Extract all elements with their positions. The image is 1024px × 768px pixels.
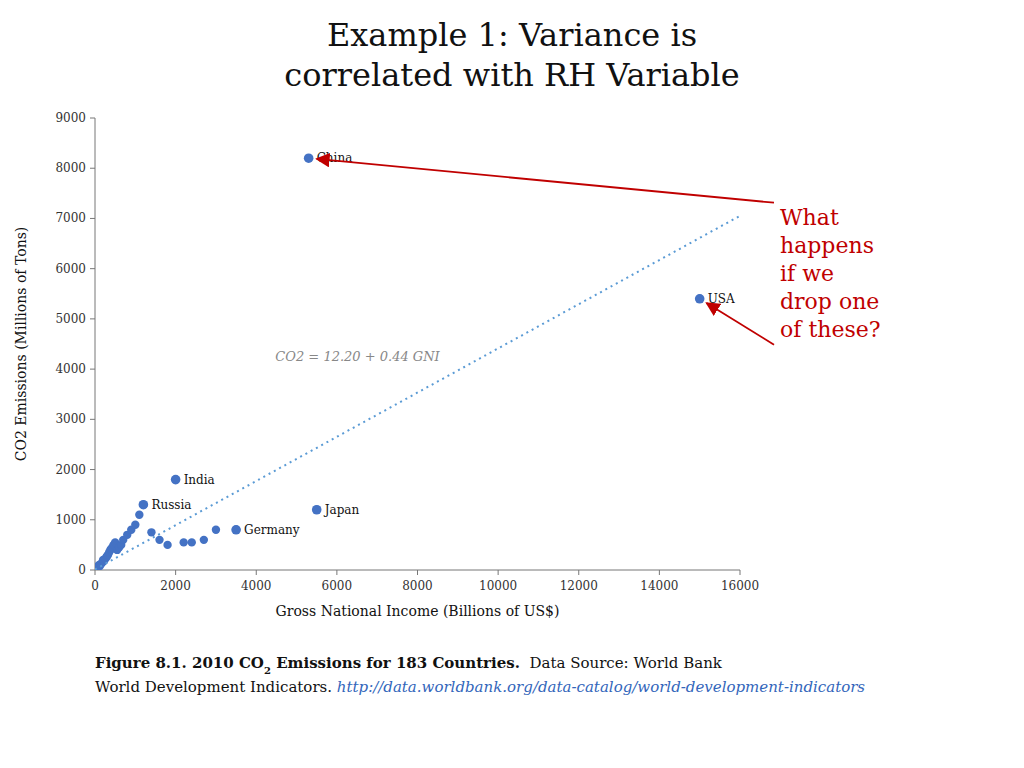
point — [188, 538, 196, 546]
caption-figure: Figure 8.1. 2010 CO — [95, 654, 264, 672]
y-tick-label: 5000 — [55, 312, 86, 326]
caption-line: World Development Indicators. http://dat… — [95, 678, 865, 696]
x-tick-label: 10000 — [479, 579, 517, 593]
labeled-point — [231, 525, 241, 535]
x-tick — [175, 570, 176, 575]
x-axis-title: Gross National Income (Billions of US$) — [276, 603, 560, 619]
y-tick — [90, 218, 95, 219]
y-tick — [90, 318, 95, 319]
caption-source-rest: World Development Indicators. — [95, 678, 337, 696]
x-tick — [417, 570, 418, 575]
plot-area — [95, 153, 740, 570]
side-note-line: happens — [780, 233, 874, 258]
y-tick-label: 8000 — [55, 161, 86, 175]
labeled-point — [139, 500, 149, 510]
y-tick — [90, 519, 95, 520]
point-label: Russia — [151, 498, 191, 512]
chart: Example 1: Variance iscorrelated with RH… — [0, 0, 1024, 768]
x-tick-label: 4000 — [241, 579, 272, 593]
side-note-line: drop one — [780, 289, 879, 314]
x-tick — [578, 570, 579, 575]
y-tick-label: 3000 — [55, 412, 86, 426]
point — [147, 528, 155, 536]
x-tick-label: 2000 — [160, 579, 191, 593]
y-axis-title: CO2 Emissions (Millions of Tons) — [13, 227, 29, 462]
y-tick-label: 9000 — [55, 111, 86, 125]
annotation-arrow — [706, 303, 774, 345]
point — [212, 526, 220, 534]
point — [139, 501, 147, 509]
x-tick-label: 0 — [91, 579, 99, 593]
side-note-line: What — [780, 205, 839, 230]
labels: China USA India Russia Japan Germany CO2 = 12.… — [151, 151, 735, 537]
side-note-line: if we — [780, 261, 834, 286]
caption-line: Figure 8.1. 2010 CO2 Emissions for 183 C… — [95, 654, 723, 676]
point-label: Japan — [323, 503, 360, 517]
labeled-point — [304, 153, 314, 163]
side-note-line: of these? — [780, 317, 881, 342]
x-tick — [498, 570, 499, 575]
y-tick — [90, 168, 95, 169]
x-tick-label: 14000 — [640, 579, 678, 593]
y-tick — [90, 268, 95, 269]
point-label: China — [317, 151, 353, 165]
point — [695, 295, 703, 303]
point — [135, 511, 143, 519]
side-note: What happens if we drop one of these? — [780, 205, 881, 342]
x-tick — [659, 570, 660, 575]
point — [179, 538, 187, 546]
x-tick — [740, 570, 741, 575]
point — [155, 536, 163, 544]
labeled-point — [171, 475, 181, 485]
x-tick-label: 12000 — [560, 579, 598, 593]
regression-line — [95, 216, 740, 570]
point — [163, 541, 171, 549]
point — [171, 475, 179, 483]
y-tick-label: 0 — [78, 563, 86, 577]
point-label: Germany — [244, 523, 300, 537]
point — [313, 506, 321, 514]
point — [232, 526, 240, 534]
point — [200, 536, 208, 544]
title-line: Example 1: Variance is — [327, 16, 697, 54]
y-tick-label: 6000 — [55, 262, 86, 276]
title-line: correlated with RH Variable — [284, 56, 739, 94]
y-tick-label: 2000 — [55, 463, 86, 477]
y-tick — [90, 419, 95, 420]
caption-source: Data Source: World Bank — [520, 654, 723, 672]
x-tick-label: 8000 — [402, 579, 433, 593]
caption-url: http://data.worldbank.org/data-catalog/w… — [337, 678, 866, 696]
y-tick — [90, 469, 95, 470]
point-label: India — [184, 473, 215, 487]
y-tick — [90, 369, 95, 370]
x-tick — [336, 570, 337, 575]
x-tick — [256, 570, 257, 575]
point-label: USA — [708, 292, 735, 306]
y-tick — [90, 118, 95, 119]
y-axis-line — [95, 118, 96, 570]
regression-label: CO2 = 12.20 + 0.44 GNI — [275, 349, 440, 364]
caption-figure-rest: Emissions for 183 Countries. — [271, 654, 520, 672]
point — [131, 521, 139, 529]
labeled-point — [695, 294, 705, 304]
x-tick-label: 6000 — [322, 579, 353, 593]
caption-subscript: 2 — [264, 665, 271, 676]
y-tick-label: 1000 — [55, 513, 86, 527]
labeled-point — [312, 505, 322, 515]
annotation-arrow — [317, 159, 774, 203]
x-tick — [95, 570, 96, 575]
x-tick-label: 16000 — [721, 579, 759, 593]
y-tick-label: 4000 — [55, 362, 86, 376]
y-tick-label: 7000 — [55, 211, 86, 225]
y-tick — [90, 570, 95, 571]
title: Example 1: Variance iscorrelated with RH… — [284, 16, 739, 94]
